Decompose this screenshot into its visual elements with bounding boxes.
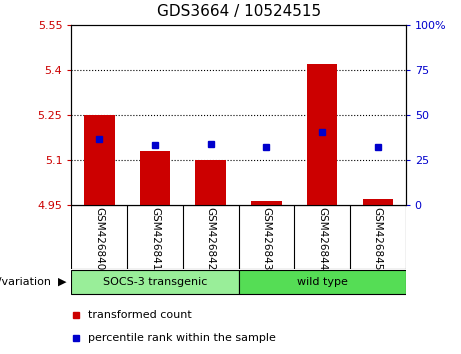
Text: GSM426845: GSM426845 (373, 207, 383, 270)
Text: GSM426841: GSM426841 (150, 207, 160, 270)
Bar (251, 201, 282, 205)
Text: transformed count: transformed count (88, 310, 192, 320)
Bar (84, 115, 115, 205)
FancyBboxPatch shape (71, 270, 238, 294)
Text: wild type: wild type (297, 277, 348, 287)
Text: GSM426843: GSM426843 (261, 207, 272, 270)
FancyBboxPatch shape (238, 270, 406, 294)
Text: percentile rank within the sample: percentile rank within the sample (88, 333, 276, 343)
Text: GSM426840: GSM426840 (95, 207, 104, 270)
Bar (195, 160, 226, 205)
Text: GSM426842: GSM426842 (206, 207, 216, 270)
Title: GDS3664 / 10524515: GDS3664 / 10524515 (156, 5, 321, 19)
Bar (362, 199, 393, 205)
Text: GSM426844: GSM426844 (317, 207, 327, 270)
Text: genotype/variation  ▶: genotype/variation ▶ (0, 277, 67, 287)
Text: SOCS-3 transgenic: SOCS-3 transgenic (103, 277, 207, 287)
Bar (307, 64, 337, 205)
Bar (140, 151, 170, 205)
